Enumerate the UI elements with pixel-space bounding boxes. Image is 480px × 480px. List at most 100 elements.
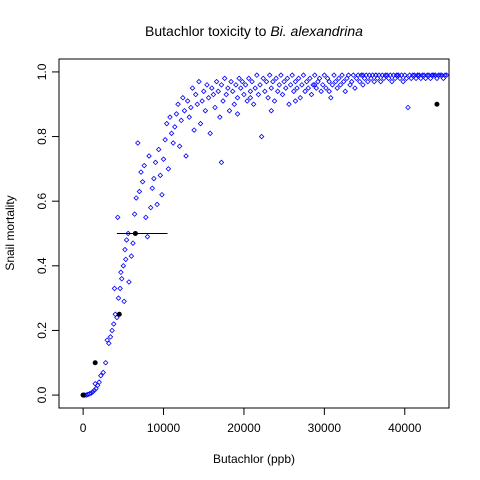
simulated-point xyxy=(209,85,215,91)
simulated-point xyxy=(117,285,123,292)
simulated-point xyxy=(133,195,139,201)
simulated-point xyxy=(258,133,265,140)
simulated-point xyxy=(106,340,112,347)
simulated-point xyxy=(118,269,124,276)
simulated-point xyxy=(247,88,254,95)
simulated-point xyxy=(262,88,268,95)
simulated-point xyxy=(205,95,212,101)
simulated-point xyxy=(237,85,244,91)
simulated-point xyxy=(118,275,125,282)
simulated-point xyxy=(194,101,201,108)
simulated-point xyxy=(273,75,279,82)
simulated-point xyxy=(218,82,225,88)
simulated-point xyxy=(184,98,191,104)
simulated-point xyxy=(202,107,209,114)
simulated-point xyxy=(443,72,450,78)
simulated-point xyxy=(144,233,151,240)
simulated-point xyxy=(236,75,242,82)
simulated-point xyxy=(128,253,135,259)
simulated-points xyxy=(80,72,450,398)
x-tick-label: 30000 xyxy=(308,421,342,435)
simulated-point xyxy=(405,104,411,111)
simulated-point xyxy=(257,82,263,88)
simulated-point xyxy=(321,72,328,78)
simulated-point xyxy=(234,111,241,117)
simulated-point xyxy=(114,314,120,321)
simulated-point xyxy=(160,156,167,162)
simulated-point xyxy=(302,88,308,95)
simulated-point xyxy=(295,75,302,82)
simulated-point xyxy=(400,78,406,85)
simulated-point xyxy=(316,75,323,82)
simulated-point xyxy=(339,72,345,78)
simulated-point xyxy=(279,91,286,98)
simulated-point xyxy=(186,114,193,120)
y-axis: 0.0 0.2 0.4 0.6 0.8 1.0 xyxy=(35,63,60,403)
simulated-point xyxy=(217,114,223,120)
simulated-point xyxy=(340,78,347,85)
simulated-point xyxy=(300,72,307,78)
simulated-point xyxy=(175,101,181,108)
simulated-point xyxy=(239,78,246,85)
simulated-point xyxy=(358,72,365,78)
simulated-point xyxy=(268,85,275,91)
simulated-point xyxy=(207,130,213,137)
x-axis: 0 10000 20000 30000 40000 xyxy=(80,407,422,435)
simulated-point xyxy=(92,380,98,387)
simulated-point xyxy=(294,85,300,91)
simulated-point xyxy=(213,78,220,85)
simulated-point xyxy=(98,372,104,379)
simulated-point xyxy=(268,107,275,114)
simulated-point xyxy=(419,72,426,78)
simulated-point xyxy=(241,91,247,98)
observed-point xyxy=(434,101,440,107)
simulated-point xyxy=(276,82,283,88)
simulated-point xyxy=(141,162,148,169)
simulated-point xyxy=(96,379,102,385)
simulated-point xyxy=(255,91,262,98)
simulated-point xyxy=(305,85,312,91)
simulated-point xyxy=(231,101,238,108)
simulated-point xyxy=(410,72,416,78)
simulated-point xyxy=(318,88,324,95)
simulated-point xyxy=(371,78,377,85)
x-tick-label: 40000 xyxy=(388,421,422,435)
simulated-point xyxy=(424,72,431,78)
simulated-point xyxy=(178,117,184,124)
simulated-point xyxy=(274,88,281,95)
x-axis-label: Butachlor (ppb) xyxy=(213,452,295,466)
simulated-point xyxy=(173,111,180,117)
simulated-point xyxy=(373,72,379,78)
simulated-point xyxy=(111,285,118,292)
simulated-point xyxy=(429,72,435,78)
simulated-point xyxy=(138,169,144,175)
simulated-point xyxy=(430,72,437,78)
simulated-point xyxy=(151,175,157,182)
simulated-point xyxy=(147,204,154,211)
simulated-point xyxy=(229,88,236,95)
simulated-point xyxy=(196,78,202,85)
simulated-point xyxy=(168,130,175,137)
simulated-point xyxy=(90,389,96,395)
simulated-point xyxy=(442,72,448,78)
simulated-point xyxy=(319,82,326,88)
simulated-point xyxy=(204,82,210,88)
simulated-point xyxy=(281,78,287,85)
simulated-point xyxy=(342,88,349,95)
simulated-point xyxy=(228,78,234,85)
simulated-point xyxy=(332,78,339,85)
simulated-point xyxy=(197,120,204,127)
simulated-point xyxy=(125,230,131,237)
simulated-point xyxy=(218,159,225,166)
simulated-point xyxy=(287,82,294,88)
simulated-point xyxy=(157,172,164,179)
simulated-point xyxy=(170,140,176,146)
observed-point xyxy=(116,311,122,317)
simulated-point xyxy=(365,78,371,85)
simulated-point xyxy=(172,124,178,130)
chart-title-species: Bi. alexandrina xyxy=(270,23,363,39)
simulated-point xyxy=(437,72,443,78)
simulated-point xyxy=(328,95,334,101)
simulated-point xyxy=(188,104,194,111)
simulated-point xyxy=(110,321,117,327)
